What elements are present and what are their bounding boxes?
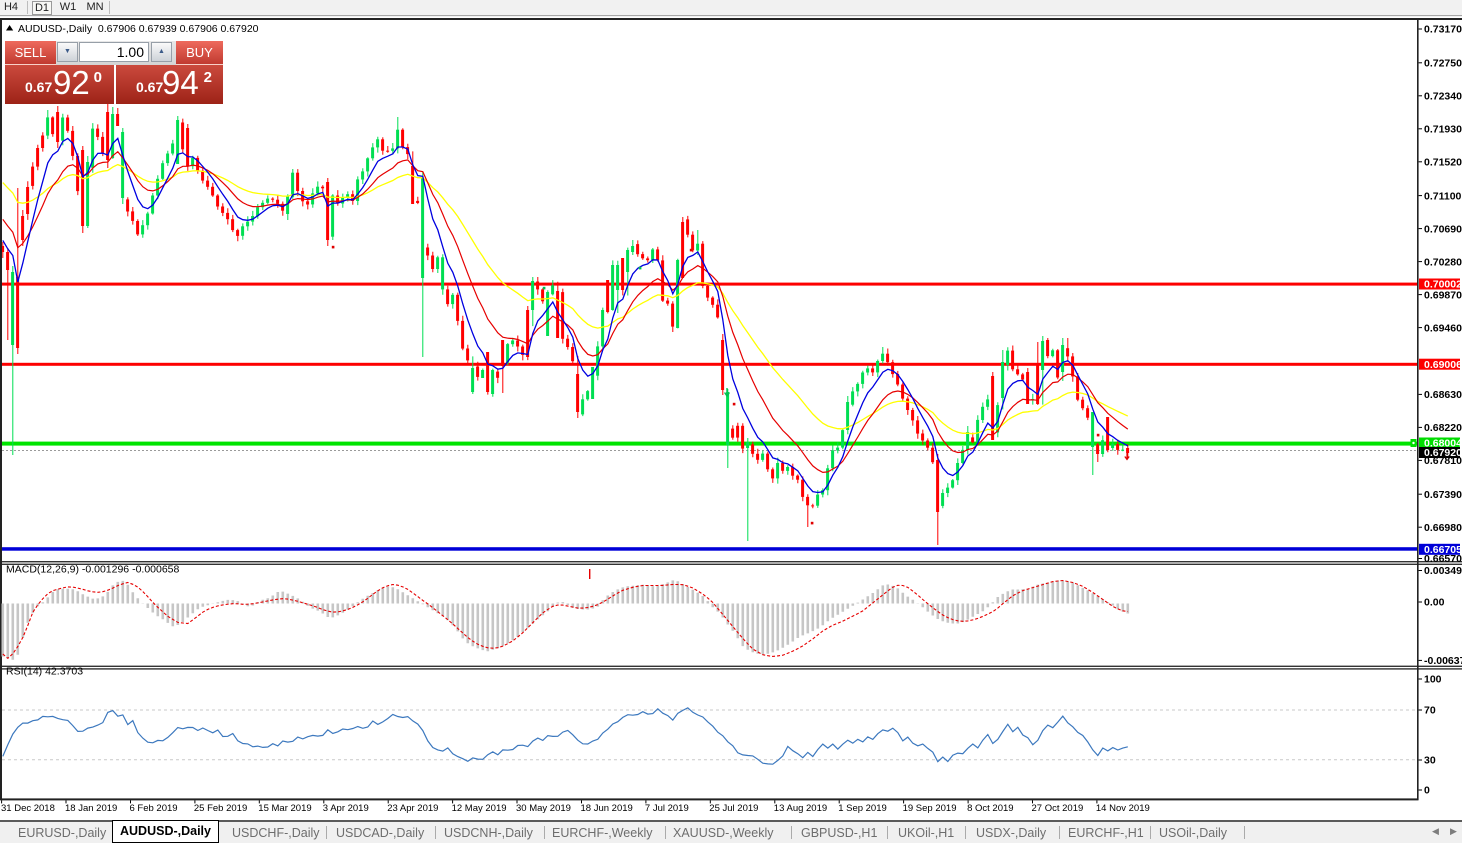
svg-text:0.68630: 0.68630 — [1424, 389, 1462, 401]
svg-text:30 May 2019: 30 May 2019 — [516, 803, 571, 814]
svg-text:25 Feb 2019: 25 Feb 2019 — [194, 803, 247, 814]
svg-text:MACD(12,26,9) -0.001296 -0.000: MACD(12,26,9) -0.001296 -0.000658 — [6, 564, 180, 576]
svg-text:0.68004: 0.68004 — [1424, 438, 1462, 450]
svg-text:0: 0 — [1424, 785, 1430, 797]
svg-text:30: 30 — [1424, 755, 1436, 767]
svg-text:0.69460: 0.69460 — [1424, 322, 1462, 334]
svg-text:18 Jan 2019: 18 Jan 2019 — [65, 803, 117, 814]
svg-text:100: 100 — [1424, 674, 1442, 686]
svg-text:15 Mar 2019: 15 Mar 2019 — [258, 803, 311, 814]
svg-text:0.69870: 0.69870 — [1424, 289, 1462, 301]
svg-text:0.00: 0.00 — [1424, 597, 1445, 609]
svg-text:0.70280: 0.70280 — [1424, 256, 1462, 268]
svg-text:0.68220: 0.68220 — [1424, 422, 1462, 434]
svg-text:0.70002: 0.70002 — [1424, 279, 1462, 291]
svg-text:0.72750: 0.72750 — [1424, 58, 1462, 70]
svg-text:AUDUSD-,Daily 0.67906 0.67939: AUDUSD-,Daily 0.67906 0.67939 0.67906 0.… — [18, 23, 259, 35]
svg-text:25 Jul 2019: 25 Jul 2019 — [709, 803, 758, 814]
svg-text:18 Jun 2019: 18 Jun 2019 — [581, 803, 633, 814]
svg-text:0.70690: 0.70690 — [1424, 223, 1462, 235]
svg-text:0.71100: 0.71100 — [1424, 190, 1462, 202]
svg-text:70: 70 — [1424, 705, 1436, 717]
svg-text:8 Oct 2019: 8 Oct 2019 — [967, 803, 1013, 814]
svg-text:-0.00637: -0.00637 — [1424, 655, 1462, 667]
svg-text:6 Feb 2019: 6 Feb 2019 — [130, 803, 178, 814]
svg-text:0.67810: 0.67810 — [1424, 455, 1462, 467]
svg-text:0.00349: 0.00349 — [1424, 565, 1462, 577]
svg-text:31 Dec 2018: 31 Dec 2018 — [1, 803, 55, 814]
svg-text:19 Sep 2019: 19 Sep 2019 — [903, 803, 957, 814]
svg-text:3 Apr 2019: 3 Apr 2019 — [323, 803, 369, 814]
svg-text:0.66705: 0.66705 — [1424, 544, 1462, 556]
svg-text:0.71520: 0.71520 — [1424, 157, 1462, 169]
svg-text:0.73170: 0.73170 — [1424, 24, 1462, 36]
svg-text:1 Sep 2019: 1 Sep 2019 — [838, 803, 887, 814]
svg-text:0.66570: 0.66570 — [1424, 553, 1462, 565]
svg-text:0.69006: 0.69006 — [1424, 359, 1462, 371]
svg-text:13 Aug 2019: 13 Aug 2019 — [774, 803, 827, 814]
svg-text:23 Apr 2019: 23 Apr 2019 — [387, 803, 438, 814]
svg-text:0.67390: 0.67390 — [1424, 489, 1462, 501]
svg-text:14 Nov 2019: 14 Nov 2019 — [1096, 803, 1150, 814]
svg-text:0.66980: 0.66980 — [1424, 522, 1462, 534]
svg-text:7 Jul 2019: 7 Jul 2019 — [645, 803, 689, 814]
svg-text:0.67920: 0.67920 — [1424, 447, 1462, 459]
svg-text:27 Oct 2019: 27 Oct 2019 — [1032, 803, 1084, 814]
svg-text:0.72340: 0.72340 — [1424, 91, 1462, 103]
svg-text:0.71930: 0.71930 — [1424, 124, 1462, 136]
svg-text:RSI(14) 42.3703: RSI(14) 42.3703 — [6, 666, 83, 678]
svg-text:12 May 2019: 12 May 2019 — [452, 803, 507, 814]
